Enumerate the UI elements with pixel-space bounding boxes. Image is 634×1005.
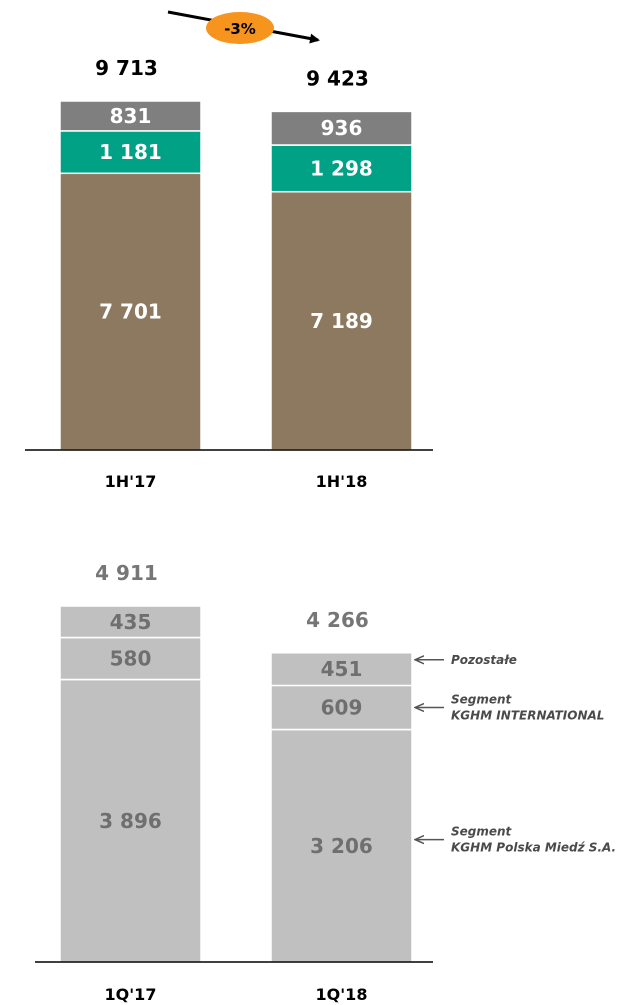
- bar-value-label: 7 701: [99, 300, 162, 324]
- bar-segment: [59, 678, 202, 963]
- bar-value-label: 3 896: [99, 809, 162, 833]
- bar-value-label: 1 181: [99, 140, 162, 164]
- bar-value-label: 609: [321, 696, 363, 720]
- bar-total-label: 9 713: [95, 56, 158, 80]
- bar-value-label: 1 298: [310, 156, 373, 180]
- bar-segment: [270, 684, 413, 731]
- category-label: 1Q'18: [316, 985, 368, 1004]
- bar-total-label: 9 423: [306, 66, 369, 90]
- bar-total-label: 4 911: [95, 561, 158, 585]
- bar-total-label: 4 266: [306, 608, 369, 632]
- bar-segment: [270, 190, 413, 451]
- change-indicator: -3%: [167, 10, 320, 44]
- bar-segment: [59, 605, 202, 639]
- category-label: 1Q'17: [105, 985, 157, 1004]
- legend-label: Segment: [451, 693, 513, 707]
- legend-label: KGHM INTERNATIONAL: [451, 709, 604, 723]
- bar-value-label: 435: [110, 610, 152, 634]
- bar-segment: [59, 100, 202, 132]
- change-badge-text: -3%: [224, 20, 256, 38]
- category-label: 1H'18: [316, 472, 368, 491]
- bar-segment: [59, 172, 202, 451]
- bar-segment: [270, 110, 413, 146]
- legend-label: Segment: [451, 825, 513, 839]
- bar-value-label: 831: [110, 104, 152, 128]
- chart-quarter: 3 896 580 435 4 911 1Q'17 3 206 609 451 4 266 1Q'…: [35, 561, 433, 1004]
- category-label: 1H'17: [105, 472, 157, 491]
- bar-value-label: 3 206: [310, 834, 373, 858]
- legend: Pozostałe Segment KGHM INTERNATIONAL Segmen…: [416, 653, 616, 855]
- bar-value-label: 451: [321, 657, 363, 681]
- chart-half-year: 7 701 1 181 831 9 713 1H'17 7 189 1 298 936 9 42…: [25, 56, 433, 491]
- legend-label: Pozostałe: [451, 653, 517, 667]
- bar-segment: [59, 130, 202, 175]
- bar-segment: [270, 144, 413, 193]
- bar-segment: [270, 652, 413, 687]
- bar-value-label: 936: [321, 116, 363, 140]
- bar-value-label: 7 189: [310, 309, 373, 333]
- change-badge: [206, 12, 274, 44]
- bar-value-label: 580: [110, 647, 152, 671]
- legend-label: KGHM Polska Miedź S.A.: [451, 841, 616, 855]
